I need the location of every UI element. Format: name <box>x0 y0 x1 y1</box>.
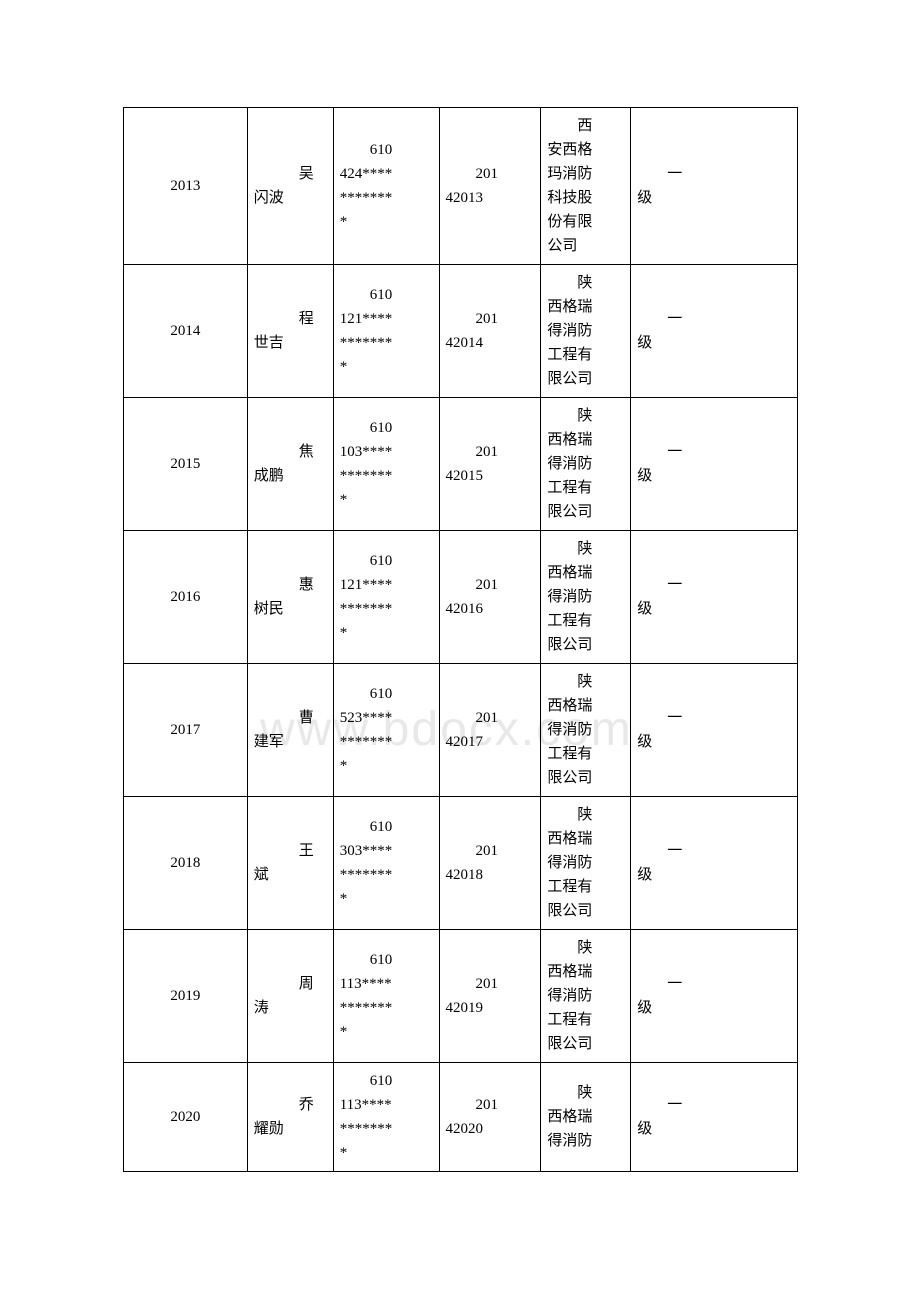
seq-cell: 2015 <box>124 398 248 531</box>
seq-cell: 2018 <box>124 797 248 930</box>
id-cell: 610113************ <box>333 930 439 1063</box>
id-cell: 610523************ <box>333 664 439 797</box>
num-cell: 20142020 <box>439 1063 541 1172</box>
data-table: 2013吴闪波610424************20142013西安西格玛消防… <box>123 107 798 1172</box>
name-cell: 程世吉 <box>247 265 333 398</box>
company-cell: 陕西格瑞得消防工程有限公司 <box>541 531 631 664</box>
id-cell: 610303************ <box>333 797 439 930</box>
num-cell: 20142013 <box>439 108 541 265</box>
company-cell: 陕西格瑞得消防工程有限公司 <box>541 664 631 797</box>
name-cell: 惠树民 <box>247 531 333 664</box>
company-cell: 陕西格瑞得消防工程有限公司 <box>541 797 631 930</box>
name-cell: 乔耀勋 <box>247 1063 333 1172</box>
empty-cell <box>713 108 798 265</box>
num-cell: 20142018 <box>439 797 541 930</box>
name-cell: 曹建军 <box>247 664 333 797</box>
name-cell: 焦成鹏 <box>247 398 333 531</box>
id-cell: 610113************ <box>333 1063 439 1172</box>
seq-cell: 2019 <box>124 930 248 1063</box>
name-cell: 王斌 <box>247 797 333 930</box>
level-cell: 一级 <box>631 265 713 398</box>
level-cell: 一级 <box>631 664 713 797</box>
table-row: 2014程世吉610121************20142014陕西格瑞得消防… <box>124 265 798 398</box>
level-cell: 一级 <box>631 930 713 1063</box>
company-cell: 陕西格瑞得消防工程有限公司 <box>541 265 631 398</box>
id-cell: 610121************ <box>333 265 439 398</box>
num-cell: 20142016 <box>439 531 541 664</box>
id-cell: 610121************ <box>333 531 439 664</box>
level-cell: 一级 <box>631 797 713 930</box>
name-cell: 吴闪波 <box>247 108 333 265</box>
seq-cell: 2014 <box>124 265 248 398</box>
empty-cell <box>713 531 798 664</box>
num-cell: 20142019 <box>439 930 541 1063</box>
seq-cell: 2020 <box>124 1063 248 1172</box>
empty-cell <box>713 398 798 531</box>
company-cell: 陕西格瑞得消防 <box>541 1063 631 1172</box>
id-cell: 610424************ <box>333 108 439 265</box>
seq-cell: 2013 <box>124 108 248 265</box>
id-cell: 610103************ <box>333 398 439 531</box>
level-cell: 一级 <box>631 108 713 265</box>
level-cell: 一级 <box>631 531 713 664</box>
num-cell: 20142017 <box>439 664 541 797</box>
table-row: 2019周涛610113************20142019陕西格瑞得消防工… <box>124 930 798 1063</box>
level-cell: 一级 <box>631 398 713 531</box>
data-table-container: 2013吴闪波610424************20142013西安西格玛消防… <box>123 107 798 1172</box>
name-cell: 周涛 <box>247 930 333 1063</box>
table-row: 2018王斌610303************20142018陕西格瑞得消防工… <box>124 797 798 930</box>
empty-cell <box>713 797 798 930</box>
num-cell: 20142015 <box>439 398 541 531</box>
empty-cell <box>713 930 798 1063</box>
empty-cell <box>713 1063 798 1172</box>
table-row: 2013吴闪波610424************20142013西安西格玛消防… <box>124 108 798 265</box>
company-cell: 陕西格瑞得消防工程有限公司 <box>541 398 631 531</box>
company-cell: 陕西格瑞得消防工程有限公司 <box>541 930 631 1063</box>
seq-cell: 2017 <box>124 664 248 797</box>
num-cell: 20142014 <box>439 265 541 398</box>
empty-cell <box>713 664 798 797</box>
seq-cell: 2016 <box>124 531 248 664</box>
company-cell: 西安西格玛消防科技股份有限公司 <box>541 108 631 265</box>
table-row: 2016惠树民610121************20142016陕西格瑞得消防… <box>124 531 798 664</box>
table-row: 2020乔耀勋610113************20142020陕西格瑞得消防… <box>124 1063 798 1172</box>
table-row: 2015焦成鹏610103************20142015陕西格瑞得消防… <box>124 398 798 531</box>
table-row: 2017曹建军610523************20142017陕西格瑞得消防… <box>124 664 798 797</box>
level-cell: 一级 <box>631 1063 713 1172</box>
empty-cell <box>713 265 798 398</box>
